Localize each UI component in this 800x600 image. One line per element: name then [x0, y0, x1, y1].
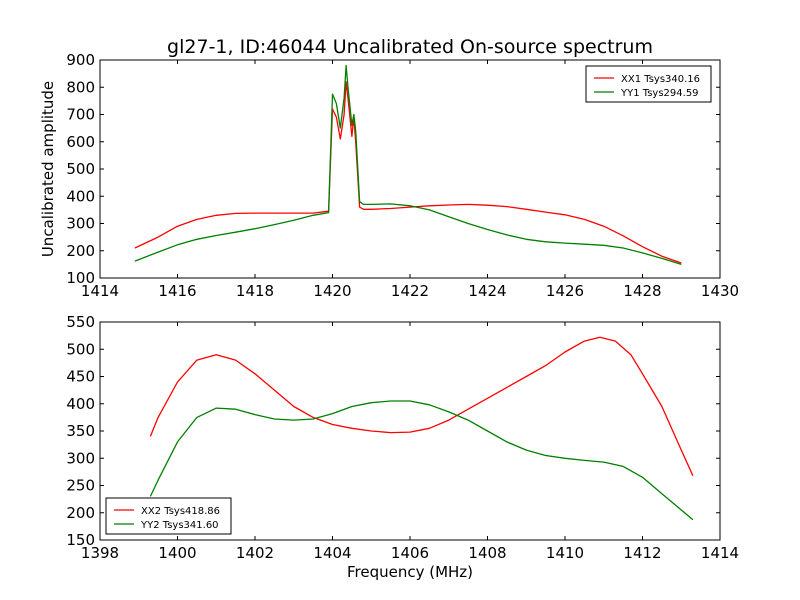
y-tick-label: 300 [66, 449, 95, 467]
x-axis-label: Frequency (MHz) [347, 563, 473, 581]
x-tick-label: 1412 [623, 544, 661, 562]
series-line-yy1 [134, 64, 682, 266]
x-tick-label: 1424 [468, 282, 506, 300]
legend: XX1 Tsys340.16 YY1 Tsys294.59 [585, 65, 712, 103]
y-tick-label: 800 [66, 78, 95, 96]
legend-label: XX2 Tsys418.86 [141, 506, 220, 517]
x-tick-label: 1430 [701, 282, 739, 300]
y-tick-label: 100 [66, 269, 95, 287]
y-tick-label: 350 [66, 422, 95, 440]
x-tick-label: 1420 [313, 282, 351, 300]
y-tick-label: 700 [66, 106, 95, 124]
y-tick-label: 500 [66, 340, 95, 358]
legend-label: YY1 Tsys294.59 [620, 88, 699, 99]
x-tick-label: 1426 [546, 282, 584, 300]
x-tick-label: 1398 [81, 544, 119, 562]
y-tick-label: 400 [66, 395, 95, 413]
y-tick-label: 900 [66, 51, 95, 69]
bottom-spectrum-panel: 1398 1400 1402 1404 1406 1408 1410 1412 1414 150 2… [66, 313, 739, 562]
y-tick-label: 200 [66, 242, 95, 260]
legend-box [585, 65, 712, 103]
legend-label: XX1 Tsys340.16 [621, 74, 700, 85]
x-tick-label: 1416 [158, 282, 196, 300]
y-tick-label: 150 [66, 531, 95, 549]
x-tick-label: 1404 [313, 544, 351, 562]
y-axis-label: Uncalibrated amplitude [39, 81, 57, 257]
y-tick-label: 550 [66, 313, 95, 331]
chart-title: gl27-1, ID:46044 Uncalibrated On-source … [167, 36, 653, 58]
legend-box [105, 497, 232, 535]
y-tick-label: 600 [66, 133, 95, 151]
x-tick-label: 1408 [468, 544, 506, 562]
y-tick-label: 250 [66, 477, 95, 495]
x-tick-label: 1400 [158, 544, 196, 562]
x-tick-label: 1410 [546, 544, 584, 562]
y-tick-label: 400 [66, 187, 95, 205]
x-tick-label: 1414 [701, 544, 739, 562]
y-tick-label: 450 [66, 368, 95, 386]
x-tick-label: 1406 [391, 544, 429, 562]
x-tick-label: 1402 [236, 544, 274, 562]
series-line-xx2 [149, 336, 694, 476]
legend: XX2 Tsys418.86 YY2 Tsys341.60 [105, 497, 232, 535]
legend-label: YY2 Tsys341.60 [140, 520, 219, 531]
y-tick-label: 300 [66, 215, 95, 233]
x-tick-label: 1414 [81, 282, 119, 300]
x-tick-label: 1418 [236, 282, 274, 300]
series-line-yy2 [149, 400, 694, 521]
top-spectrum-panel: 1414 1416 1418 1420 1422 1424 1426 1428 1430 100 2… [66, 51, 739, 300]
y-tick-label: 200 [66, 504, 95, 522]
y-tick-label: 500 [66, 160, 95, 178]
x-tick-label: 1428 [623, 282, 661, 300]
x-tick-label: 1422 [391, 282, 429, 300]
